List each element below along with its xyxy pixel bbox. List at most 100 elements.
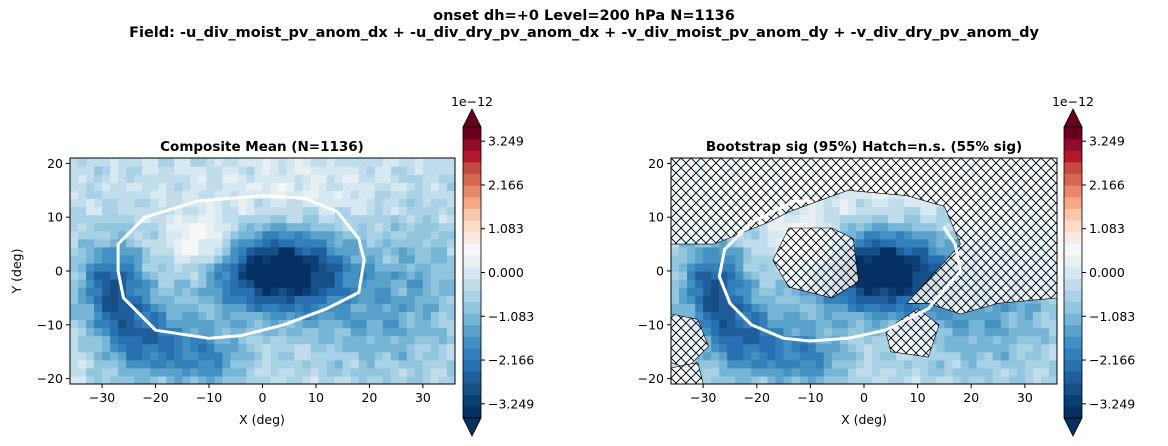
field-cell: [78, 246, 87, 256]
field-cell: [142, 198, 151, 208]
field-cell: [944, 238, 954, 248]
field-cell: [358, 166, 368, 175]
field-cell: [799, 327, 809, 337]
field-cell: [286, 214, 296, 224]
field-cell: [182, 343, 191, 353]
field-cell: [310, 335, 320, 345]
field-cell: [134, 190, 143, 199]
field-cell: [254, 287, 264, 296]
field-cell: [783, 222, 793, 232]
field-cell: [807, 206, 817, 216]
field-cell: [358, 158, 368, 167]
colorbar-segment: [1064, 289, 1082, 302]
field-cell: [278, 335, 288, 345]
field-cell: [695, 359, 704, 369]
field-cell: [310, 246, 320, 256]
field-cell: [847, 287, 857, 296]
field-cell: [839, 222, 849, 232]
field-cell: [334, 311, 344, 321]
field-cell: [1016, 319, 1026, 329]
field-cell: [695, 254, 704, 264]
field-cell: [936, 214, 946, 224]
field-cell: [270, 359, 280, 369]
field-cell: [864, 375, 873, 384]
colorbar-segment: [1064, 336, 1082, 349]
field-cell: [358, 198, 368, 208]
field-cell: [398, 335, 408, 345]
field-cell: [928, 303, 937, 312]
field-cell: [406, 343, 416, 353]
field-cell: [118, 327, 127, 337]
field-cell: [1032, 343, 1042, 353]
field-cell: [342, 190, 352, 199]
field-cell: [246, 287, 256, 296]
field-cell: [366, 254, 376, 264]
field-cell: [864, 271, 873, 280]
field-cell: [1040, 327, 1050, 337]
colorbar-segment: [1064, 138, 1082, 151]
field-cell: [430, 238, 440, 248]
colorbar-segment: [1064, 359, 1082, 372]
field-cell: [142, 230, 151, 240]
field-cell: [904, 295, 913, 304]
field-cell: [78, 287, 87, 296]
field-cell: [254, 166, 264, 175]
field-cell: [238, 158, 248, 167]
field-cell: [422, 182, 432, 191]
field-cell: [190, 287, 199, 296]
field-cell: [719, 351, 728, 361]
field-cell: [142, 359, 151, 369]
field-cell: [438, 287, 448, 296]
field-cell: [206, 279, 215, 288]
field-cell: [912, 271, 921, 280]
field-cell: [214, 359, 223, 369]
field-cell: [262, 335, 272, 345]
field-cell: [430, 327, 440, 337]
field-cell: [406, 190, 416, 199]
field-cell: [294, 174, 304, 183]
field-cell: [783, 375, 793, 384]
field-cell: [238, 246, 248, 256]
field-cell: [174, 158, 183, 167]
field-cell: [222, 158, 232, 167]
field-cell: [238, 327, 248, 337]
field-cell: [703, 335, 712, 345]
field-cell: [839, 214, 849, 224]
field-cell: [318, 238, 328, 248]
field-cell: [374, 238, 384, 248]
field-cell: [78, 158, 87, 167]
field-cell: [847, 343, 857, 353]
field-cell: [278, 375, 288, 384]
field-cell: [414, 367, 424, 377]
field-cell: [158, 254, 167, 264]
field-cell: [864, 295, 873, 304]
field-cell: [134, 214, 143, 224]
field-cell: [382, 335, 392, 345]
field-cell: [278, 254, 288, 264]
field-cell: [206, 335, 215, 345]
field-cell: [182, 319, 191, 329]
field-cell: [855, 295, 865, 304]
field-cell: [286, 343, 296, 353]
field-cell: [1024, 351, 1034, 361]
colorbar-segment: [1064, 324, 1082, 337]
field-cell: [286, 262, 296, 272]
field-cell: [398, 359, 408, 369]
field-cell: [888, 238, 897, 248]
field-cell: [382, 351, 392, 361]
field-cell: [142, 262, 151, 272]
field-cell: [94, 230, 103, 240]
field-cell: [270, 311, 280, 321]
field-cell: [944, 214, 954, 224]
field-cell: [366, 367, 376, 377]
colorbar-segment: [463, 289, 481, 302]
colorbar-tick-label: −3.249: [1089, 396, 1135, 411]
field-cell: [382, 206, 392, 216]
field-cell: [198, 254, 207, 264]
field-cell: [270, 222, 280, 232]
field-cell: [118, 359, 127, 369]
field-cell: [126, 367, 135, 377]
field-cell: [190, 222, 199, 232]
field-cell: [350, 359, 360, 369]
field-cell: [342, 214, 352, 224]
